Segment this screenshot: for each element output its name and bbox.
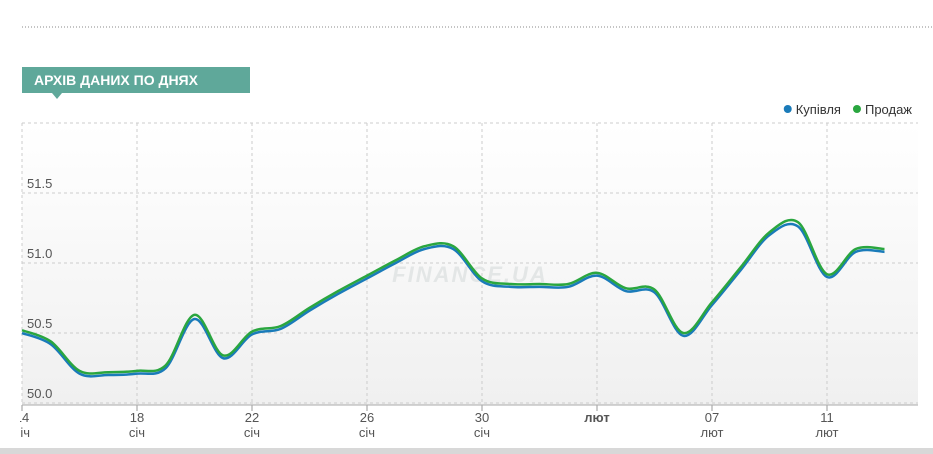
x-tick-label: 22 січ bbox=[244, 410, 260, 440]
legend-marker bbox=[783, 105, 792, 113]
x-tick-label: 07 лют bbox=[700, 410, 723, 440]
x-tick-label: 11 лют bbox=[815, 410, 838, 440]
line-series bbox=[21, 222, 885, 378]
header-tag-pointer bbox=[52, 93, 62, 99]
line-series bbox=[21, 218, 885, 375]
x-tick-label: 30 січ bbox=[474, 410, 490, 440]
header-tag bbox=[22, 67, 250, 93]
x-tick-label: 26 січ bbox=[359, 410, 375, 440]
legend-label: Продаж bbox=[865, 102, 912, 117]
x-tick-label: 14 січ bbox=[14, 410, 30, 440]
y-tick-label: 50.5 bbox=[27, 316, 52, 331]
legend-marker bbox=[852, 105, 861, 113]
x-tick-label: лют bbox=[584, 410, 609, 425]
legend-label: Купівля bbox=[796, 102, 841, 117]
x-tick-label: 18 січ bbox=[129, 410, 145, 440]
y-tick-label: 51.0 bbox=[27, 246, 52, 261]
y-tick-label: 51.5 bbox=[27, 176, 52, 191]
y-tick-label: 50.0 bbox=[27, 386, 52, 401]
bottom-strip bbox=[0, 448, 933, 454]
header-title: АРХІВ ДАНИХ ПО ДНЯХ bbox=[34, 72, 199, 88]
